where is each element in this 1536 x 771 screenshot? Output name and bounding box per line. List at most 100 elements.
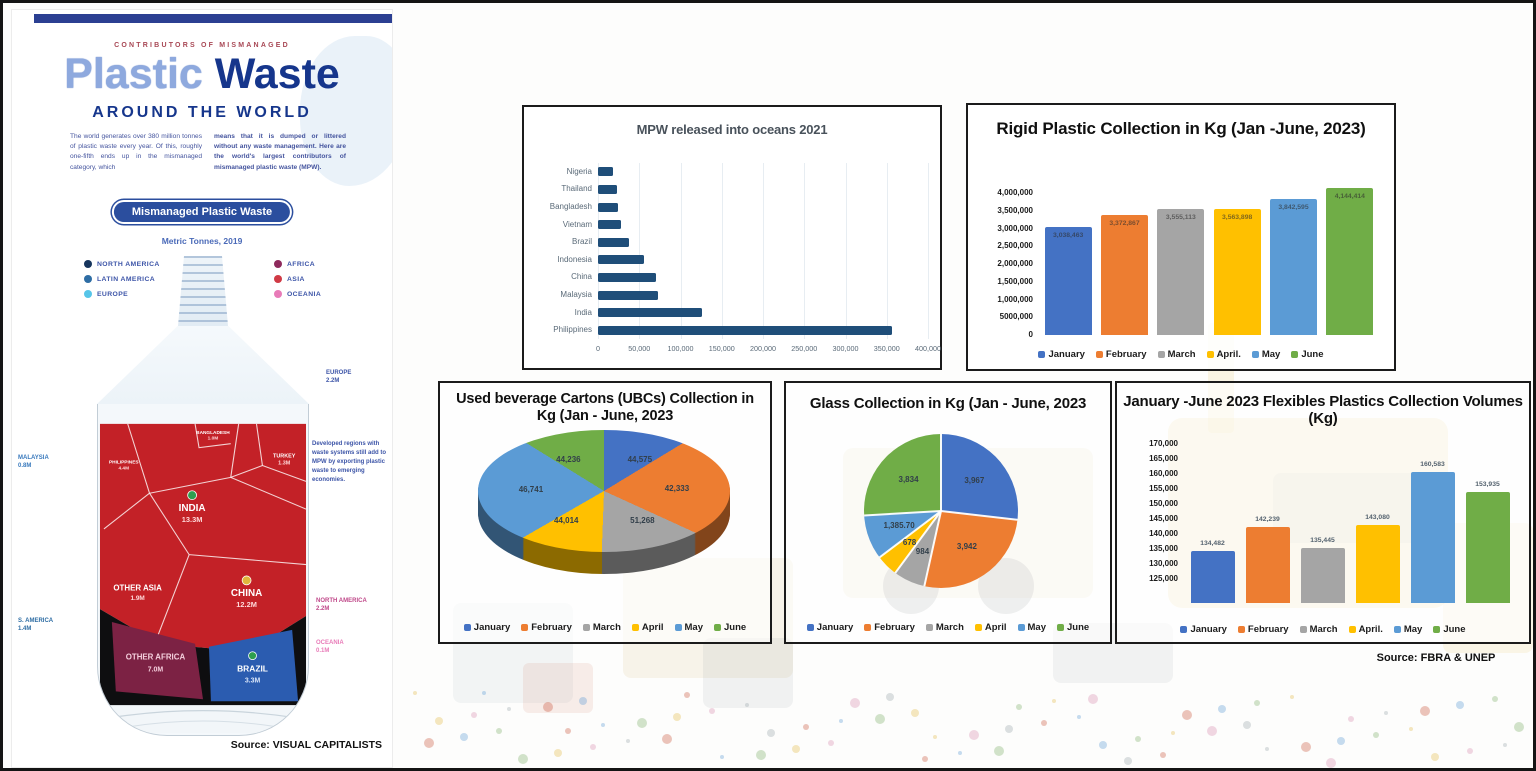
legend-item-february: February [864, 622, 915, 633]
legend-item-march: March [1299, 624, 1338, 635]
chart-title-ubc: Used beverage Cartons (UBCs) Collection … [456, 391, 754, 424]
debris-dot [1243, 721, 1251, 729]
legend-dot [274, 275, 282, 283]
legend-marker [714, 624, 721, 631]
legend-marker [521, 624, 529, 631]
rigid-month-legend: January February March April. May June [968, 349, 1394, 360]
legend-marker [582, 624, 590, 631]
xtick-0: 0 [596, 344, 600, 353]
legend-month-label: February [874, 622, 915, 633]
ubc-pie-area: 44,575 42,333 51,268 44,014 46,741 44,236 [440, 383, 770, 642]
brazil-flag-dot [248, 651, 257, 661]
legend-item-africa: AFRICA [274, 260, 321, 268]
plastic-waste-infographic-panel: CONTRIBUTORS OF MISMANAGED Plastic Waste… [11, 9, 393, 768]
intro-paragraph-col1: The world generates over 380 million ton… [70, 133, 202, 171]
fbra-unep-source: Source: FBRA & UNEP [1376, 652, 1496, 664]
region-india-name: INDIA [179, 503, 206, 514]
debris-dot [565, 728, 571, 734]
legend-month-label: June [724, 622, 747, 633]
callout-value: 1.4M [18, 625, 32, 632]
bar-thailand [598, 184, 617, 194]
legend-month-label: June [1443, 624, 1466, 635]
legend-marker [1237, 626, 1245, 633]
debris-dot [684, 692, 690, 698]
debris-dot [626, 739, 630, 743]
chart-panel-flexibles: January -June 2023 Flexibles Plastics Co… [1115, 381, 1531, 644]
bar-value-label: 160,583 [1420, 461, 1445, 469]
bar-march [1300, 547, 1345, 603]
legend-marker [1206, 351, 1214, 358]
bar-january [1190, 550, 1235, 603]
bar-value-label: 3,555,113 [1165, 213, 1196, 221]
callout-europe: EUROPE 2.2M [326, 370, 351, 385]
legend-item-march: March [1157, 349, 1196, 360]
bar-may [1410, 472, 1455, 603]
legend-label: OCEANIA [287, 290, 322, 298]
background-blob [523, 663, 593, 713]
chart-panel-mpw-oceans: MPW released into oceans 2021 Philippine… [522, 105, 942, 370]
debris-dot [839, 719, 843, 723]
ytick-5: 1,500,000 [997, 276, 1033, 286]
xtick-7: 350,000 [873, 344, 900, 353]
title-word-waste: Waste [214, 50, 340, 98]
gridline-x [804, 163, 806, 339]
callout-malaysia: MALAYSIA 0.8M [18, 455, 49, 470]
debris-dot [1207, 726, 1217, 736]
slice-label-march: 51,268 [630, 516, 655, 526]
debris-dot [518, 754, 528, 764]
region-china-value: 12.2M [236, 600, 257, 609]
callout-oceania: OCEANIA 0.1M [316, 640, 344, 655]
legend-month-label: April. [1216, 349, 1241, 360]
debris-dot [1409, 727, 1413, 731]
legend-marker [1251, 351, 1259, 358]
bar-march [1157, 208, 1205, 335]
legend-marker [674, 624, 682, 631]
legend-marker [1433, 626, 1441, 633]
debris-dot [756, 750, 766, 760]
region-other-africa [111, 622, 203, 700]
visual-capitalists-source: Source: VISUAL CAPITALISTS [230, 739, 382, 751]
bar-june [1326, 188, 1374, 335]
gridline-x [598, 163, 599, 339]
legend-dot [274, 290, 282, 298]
legend-marker [864, 624, 872, 631]
chart-panel-rigid-plastic: Rigid Plastic Collection in Kg (Jan -Jun… [966, 103, 1396, 371]
mpw-plot-area: Philippines India Malaysia China Indonesia Br… [532, 153, 941, 364]
ytick-3: 2,500,000 [997, 241, 1033, 251]
debris-dot [958, 751, 962, 755]
legend-marker [631, 624, 639, 631]
debris-dot [803, 724, 809, 730]
slice-label-may: 1,385.70 [883, 521, 915, 531]
legend-month-label: February [1105, 349, 1147, 360]
debris-dot [424, 738, 434, 748]
debris-dot [922, 756, 928, 762]
legend-item-april: April [974, 622, 1007, 633]
debris-dot [1160, 752, 1166, 758]
legend-marker [1291, 351, 1299, 358]
debris-dot [662, 734, 672, 744]
metric-tonnes-label: Metric Tonnes, 2019 [161, 236, 243, 246]
plastic-bottle-treemap: INDIA 13.3M CHINA 12.2M OTHER ASIA 1.9M … [97, 256, 309, 756]
legend-item-may: May [1017, 622, 1046, 633]
callout-value: 0.1M [316, 647, 330, 654]
legend-marker [1299, 626, 1307, 633]
ubc-month-legend: January February March April May June [440, 622, 770, 633]
mismanaged-plastic-waste-badge: Mismanaged Plastic Waste [113, 202, 291, 222]
gridline-x [721, 163, 723, 339]
region-legend-right: AFRICA ASIA OCEANIA [274, 260, 321, 298]
callout-north-america: NORTH AMERICA 2.2M [316, 598, 367, 613]
legend-month-label: February [531, 622, 572, 633]
debris-dot [1254, 700, 1260, 706]
ytick-2: 160,000 [1149, 469, 1178, 478]
ytick-8: 0 [1028, 330, 1033, 339]
legend-month-label: June [1067, 622, 1090, 633]
xtick-1: 50,000 [628, 344, 651, 353]
legend-marker [974, 624, 982, 631]
debris-dot [1016, 704, 1022, 710]
bar-bangladesh [598, 202, 619, 212]
callout-s-america: S. AMERICA 1.4M [18, 618, 53, 633]
debris-dot [507, 707, 511, 711]
debris-dot [637, 718, 647, 728]
legend-label: EUROPE [97, 290, 129, 298]
callout-name: MALAYSIA [18, 455, 49, 461]
